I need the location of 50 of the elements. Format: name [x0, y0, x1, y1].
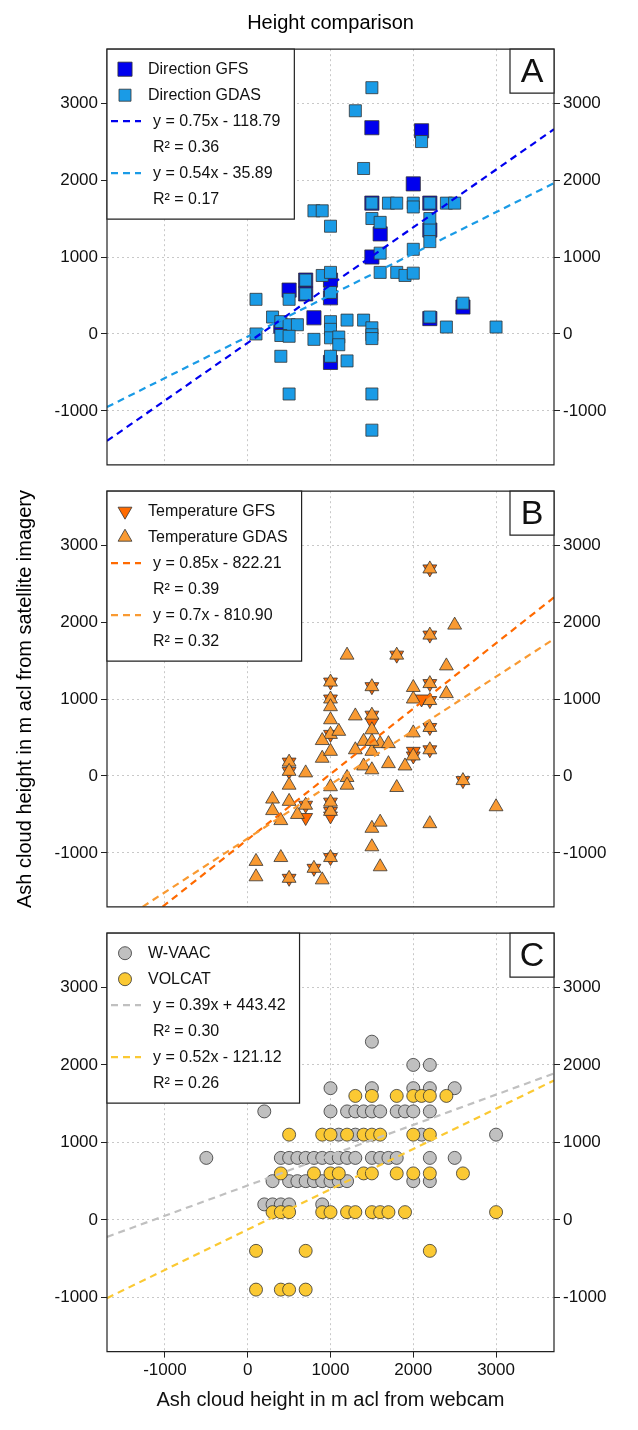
y2-tick-label: 0	[563, 323, 573, 343]
legend-label: W-VAAC	[148, 943, 211, 961]
y2-tick-label: 3000	[563, 977, 601, 997]
y-tick-label: -1000	[54, 842, 98, 862]
legend-label: y = 0.7x - 810.90 R² = 0.32	[153, 605, 273, 649]
x-tick-label: 2000	[394, 1360, 433, 1380]
legend-label: Temperature GDAS	[148, 527, 288, 545]
y2-tick-label: -1000	[563, 400, 607, 420]
y2-tick-label: 2000	[563, 611, 601, 631]
x-tick-label: 1000	[311, 1360, 350, 1380]
y-tick-label: 2000	[60, 169, 98, 189]
y-tick-label: 1000	[60, 688, 98, 708]
legend-label: y = 0.54x - 35.89 R² = 0.17	[153, 163, 273, 207]
legend-label: Direction GDAS	[148, 85, 261, 103]
y2-tick-label: 1000	[563, 688, 601, 708]
y-tick-label: 1000	[60, 246, 98, 266]
legend-label: VOLCAT	[148, 969, 212, 987]
legend-label: y = 0.52x - 121.12 R² = 0.26	[153, 1047, 282, 1091]
y2-tick-label: 2000	[563, 1054, 601, 1074]
x-tick-label: -1000	[143, 1360, 187, 1380]
y-tick-label: 0	[88, 323, 98, 343]
chart-title: Height comparison	[246, 10, 415, 35]
y-tick-label: -1000	[54, 1287, 98, 1307]
legend-label: Temperature GFS	[148, 501, 276, 519]
legend-label: Direction GFS	[148, 59, 249, 77]
y-tick-label: 3000	[60, 92, 98, 112]
y2-tick-label: 0	[563, 765, 573, 785]
y2-tick-label: 1000	[563, 1132, 601, 1152]
y2-tick-label: -1000	[563, 842, 607, 862]
y-tick-label: 2000	[60, 1054, 98, 1074]
y-tick-label: 0	[88, 765, 98, 785]
annotation: A	[520, 50, 544, 89]
y2-tick-label: 2000	[563, 169, 601, 189]
y-tick-label: 3000	[60, 534, 98, 554]
annotation: C	[519, 934, 545, 973]
annotation: B	[520, 492, 544, 531]
y2-tick-label: 3000	[563, 92, 601, 112]
y2-tick-label: 0	[563, 1209, 573, 1229]
y2-tick-label: 1000	[563, 246, 601, 266]
y-tick-label: 0	[88, 1209, 98, 1229]
y2-tick-label: -1000	[563, 1287, 607, 1307]
y-axis-title: Ash cloud height in m acl from satellite imagery	[12, 490, 36, 908]
y-tick-label: 1000	[60, 1132, 98, 1152]
x-axis-title: Ash cloud height in m acl from webcam	[156, 1387, 505, 1410]
x-tick-label: 0	[242, 1360, 253, 1380]
x-tick-label: 3000	[477, 1360, 515, 1380]
y-tick-label: 3000	[60, 977, 98, 997]
y-tick-label: -1000	[54, 400, 98, 420]
y-tick-label: 2000	[60, 611, 98, 631]
y2-tick-label: 3000	[563, 534, 601, 554]
